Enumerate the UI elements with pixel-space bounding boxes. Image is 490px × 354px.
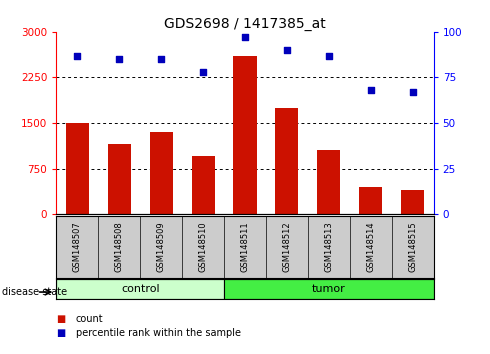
Text: disease state: disease state — [2, 287, 68, 297]
Point — [283, 47, 291, 53]
Text: ■: ■ — [56, 314, 66, 324]
Text: GSM148514: GSM148514 — [366, 221, 375, 272]
Bar — [66, 123, 89, 214]
Text: GSM148512: GSM148512 — [282, 221, 292, 272]
Text: GSM148510: GSM148510 — [198, 221, 208, 272]
Text: ■: ■ — [56, 328, 66, 338]
Text: control: control — [121, 284, 160, 294]
Text: count: count — [76, 314, 103, 324]
Bar — [359, 187, 382, 214]
Bar — [233, 56, 257, 214]
Bar — [401, 190, 424, 214]
Text: GSM148509: GSM148509 — [157, 221, 166, 272]
Text: GSM148513: GSM148513 — [324, 221, 333, 272]
Bar — [149, 132, 172, 214]
Bar — [192, 156, 215, 214]
Bar — [56, 279, 224, 299]
Bar — [318, 150, 341, 214]
Text: GSM148511: GSM148511 — [241, 221, 249, 272]
Point — [157, 56, 165, 62]
Text: percentile rank within the sample: percentile rank within the sample — [76, 328, 241, 338]
Point — [325, 53, 333, 58]
Text: tumor: tumor — [312, 284, 346, 294]
Title: GDS2698 / 1417385_at: GDS2698 / 1417385_at — [164, 17, 326, 31]
Bar — [275, 108, 298, 214]
Text: GSM148515: GSM148515 — [408, 221, 417, 272]
Text: GSM148508: GSM148508 — [115, 221, 124, 272]
Text: GSM148507: GSM148507 — [73, 221, 82, 272]
Point — [199, 69, 207, 75]
Point — [409, 89, 416, 95]
Bar — [224, 279, 434, 299]
Point — [367, 87, 375, 93]
Bar — [108, 144, 131, 214]
Point — [74, 53, 81, 58]
Point — [115, 56, 123, 62]
Point — [241, 34, 249, 40]
